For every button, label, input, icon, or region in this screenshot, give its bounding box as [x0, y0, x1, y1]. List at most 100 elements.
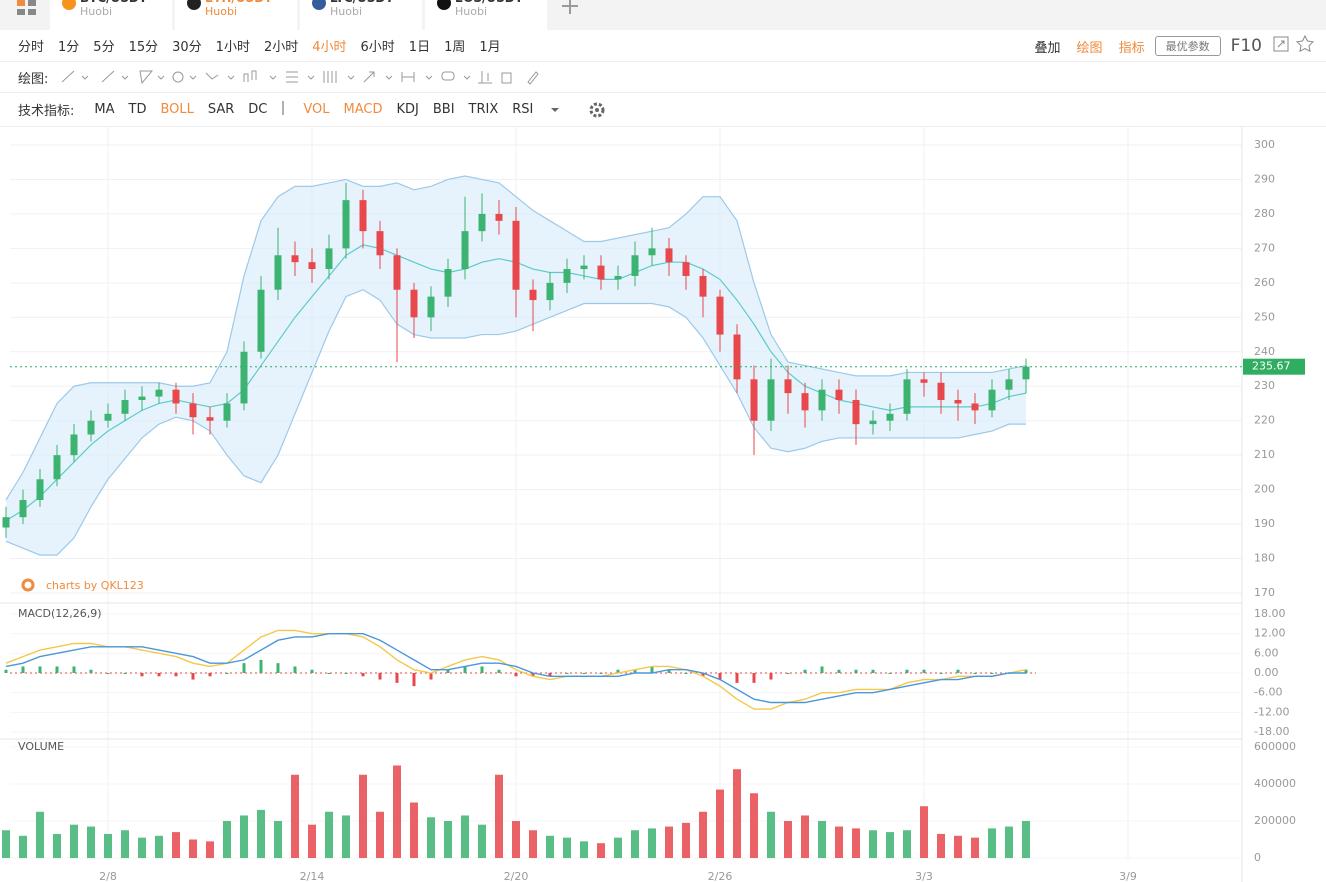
candle-body: [308, 262, 316, 270]
candle-body: [733, 334, 741, 380]
volume-bar: [274, 821, 282, 858]
indicator[interactable]: MA: [94, 102, 115, 117]
interval[interactable]: 15分: [128, 40, 159, 55]
tool[interactable]: 叠加: [1034, 40, 1061, 56]
interval[interactable]: 1小时: [215, 40, 250, 55]
indicator[interactable]: TD: [128, 102, 147, 117]
coin-icon: [437, 0, 451, 10]
volume-bar: [903, 830, 911, 858]
volume-bar: [172, 832, 180, 858]
tab[interactable]: ETH/USDTHuobi: [175, 0, 297, 30]
candle-body: [886, 413, 894, 421]
tab[interactable]: LTC/USDTHuobi: [300, 0, 422, 30]
indicator[interactable]: MACD: [343, 102, 383, 117]
last-price-tag: [1243, 358, 1305, 375]
candle-body: [393, 255, 401, 290]
macd-hist: [803, 669, 807, 673]
indicator[interactable]: KDJ: [396, 102, 419, 117]
macd-dea: [5, 632, 1026, 704]
indicator[interactable]: DC: [248, 102, 268, 117]
candle-body: [2, 517, 10, 528]
y-tick-label: -6.00: [1254, 686, 1282, 699]
candle-body: [988, 389, 996, 411]
macd-hist: [191, 673, 195, 680]
candle-body: [580, 265, 588, 270]
volume-bar: [121, 830, 129, 858]
volume-bar: [104, 833, 112, 858]
coin-icon: [312, 0, 326, 10]
interval[interactable]: 1周: [444, 40, 466, 55]
interval[interactable]: 1月: [479, 40, 501, 55]
volume-bar: [988, 828, 996, 858]
tab-exchange: Huobi: [330, 5, 363, 18]
volume-bar: [937, 833, 945, 858]
tool[interactable]: 绘图: [1076, 40, 1103, 56]
indicator[interactable]: TRIX: [468, 102, 499, 117]
tab[interactable]: BTC/USDTHuobi: [50, 0, 172, 30]
add-tab[interactable]: [550, 0, 590, 32]
interval[interactable]: 4小时: [312, 40, 347, 55]
macd-hist: [174, 673, 178, 677]
volume-bar: [750, 793, 758, 858]
interval[interactable]: 30分: [172, 40, 202, 55]
interval[interactable]: 1分: [58, 40, 80, 55]
candle-body: [767, 379, 775, 421]
indicator[interactable]: BBI: [432, 102, 455, 117]
indicator[interactable]: SAR: [207, 102, 235, 117]
interval[interactable]: 6小时: [360, 40, 395, 55]
macd-hist: [480, 666, 484, 673]
candle-body: [189, 403, 197, 418]
macd-hist: [922, 669, 926, 673]
interval[interactable]: 5分: [93, 40, 115, 55]
volume-bar: [189, 839, 197, 858]
indicator[interactable]: RSI: [512, 102, 534, 117]
f10[interactable]: F10: [1230, 36, 1262, 56]
volume-bar: [461, 815, 469, 858]
y-tick-label: 18.00: [1254, 607, 1286, 620]
interval[interactable]: 2小时: [263, 40, 299, 55]
y-tick-label: 210: [1254, 448, 1275, 461]
candle-body: [852, 400, 860, 425]
candle-body: [835, 389, 843, 401]
watermark-icon: [21, 578, 35, 592]
candle-body: [410, 289, 418, 318]
indicator-icons: [551, 102, 605, 117]
candle-body: [274, 255, 282, 290]
candle-body: [563, 269, 571, 283]
best-params[interactable]: 最优参数: [1154, 36, 1221, 56]
volume-bar: [597, 843, 605, 858]
candle-body: [648, 248, 656, 256]
tab[interactable]: EOS/USDTHuobi: [425, 0, 547, 30]
window-icons: [1272, 34, 1316, 58]
macd-hist: [72, 666, 76, 673]
volume-bar: [325, 811, 333, 858]
candle-body: [104, 413, 112, 421]
y-tick-label: 260: [1254, 276, 1275, 289]
macd-hist: [497, 669, 501, 673]
volume-bar: [699, 811, 707, 858]
volume-bar: [954, 835, 962, 858]
candle-body: [597, 265, 605, 280]
candle-body: [937, 382, 945, 401]
macd-hist: [633, 669, 637, 673]
candle-body: [495, 213, 503, 221]
tool[interactable]: 指标: [1118, 40, 1145, 56]
candle-body: [818, 389, 826, 411]
boll-band: [6, 176, 1026, 556]
candle-body: [971, 403, 979, 411]
macd-hist: [1024, 669, 1028, 673]
y-tick-label: 0: [1254, 851, 1261, 864]
volume-bar: [546, 835, 554, 858]
volume-bar: [767, 811, 775, 858]
interval[interactable]: 1日: [408, 40, 431, 55]
icons: [1273, 34, 1315, 53]
indicator[interactable]: VOL: [303, 102, 330, 117]
indicator[interactable]: BOLL: [160, 102, 194, 117]
y-tick-label: 300: [1254, 138, 1275, 151]
interval[interactable]: 分时: [18, 40, 45, 55]
candle-body: [325, 248, 333, 270]
volume-bar: [631, 830, 639, 858]
y-tick-label: 400000: [1254, 777, 1296, 790]
macd-hist: [310, 669, 314, 673]
macd-hist: [854, 669, 858, 673]
